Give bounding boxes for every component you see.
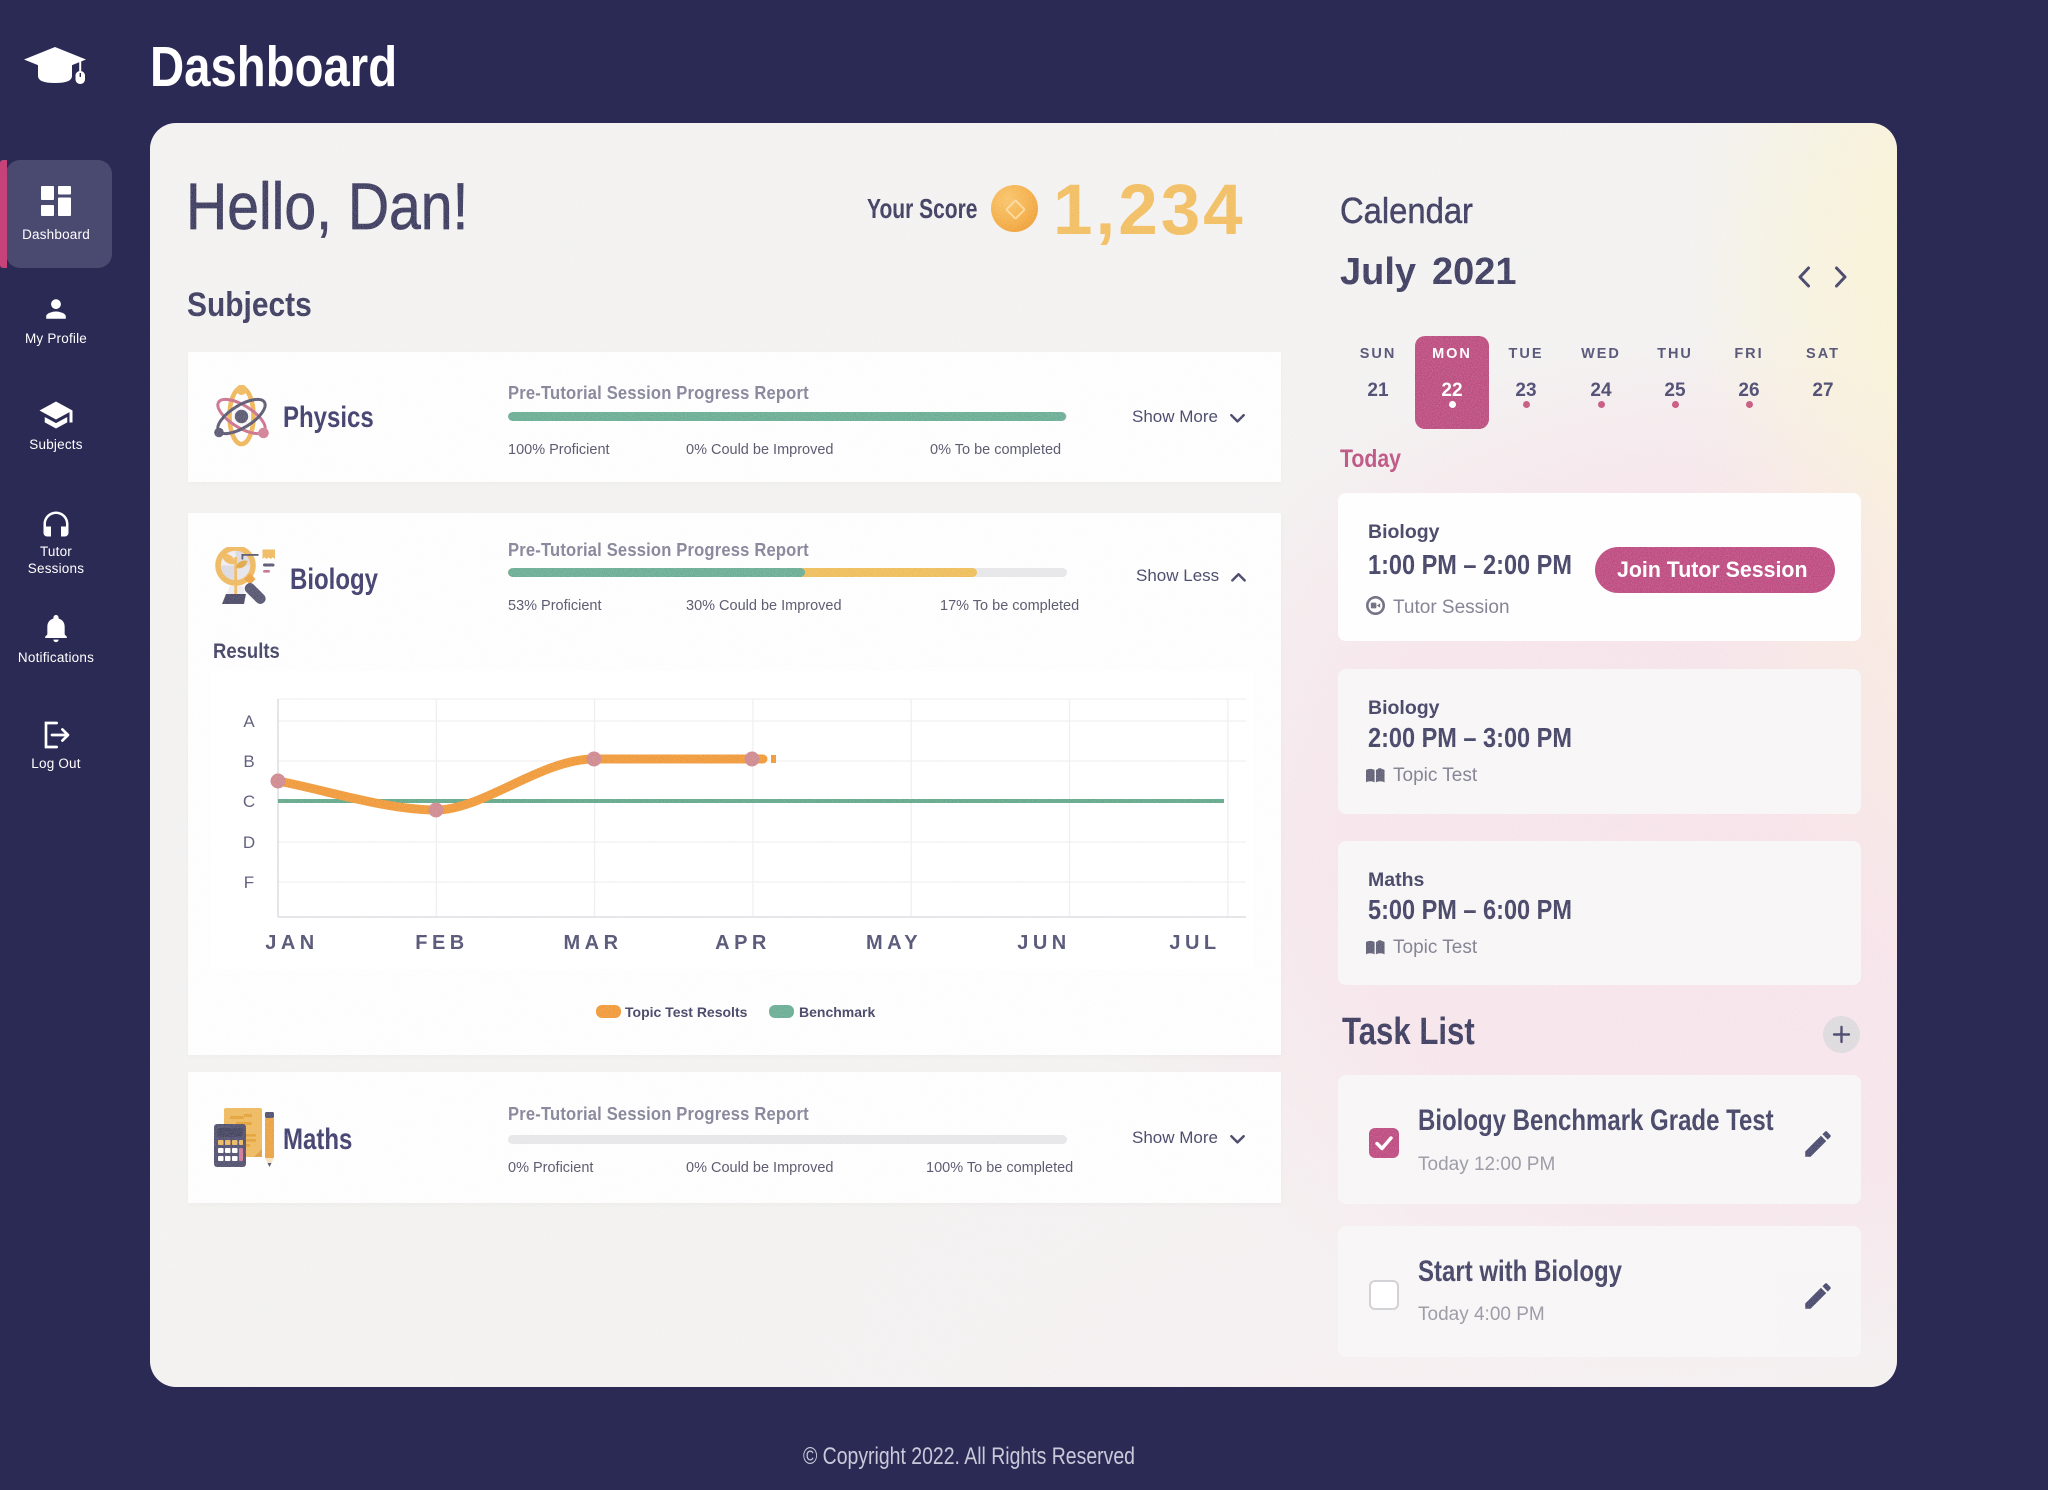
svg-text:JAN: JAN: [265, 932, 319, 954]
svg-text:FEB: FEB: [415, 932, 469, 954]
svg-text:C: C: [243, 792, 255, 811]
svg-text:JUL: JUL: [1169, 932, 1220, 954]
svg-text:F: F: [244, 873, 254, 892]
svg-text:MAY: MAY: [866, 932, 922, 954]
svg-text:A: A: [243, 712, 255, 731]
svg-text:MAR: MAR: [563, 932, 622, 954]
svg-text:B: B: [243, 752, 254, 771]
svg-text:D: D: [243, 833, 255, 852]
svg-text:JUN: JUN: [1017, 932, 1071, 954]
svg-text:APR: APR: [715, 932, 771, 954]
